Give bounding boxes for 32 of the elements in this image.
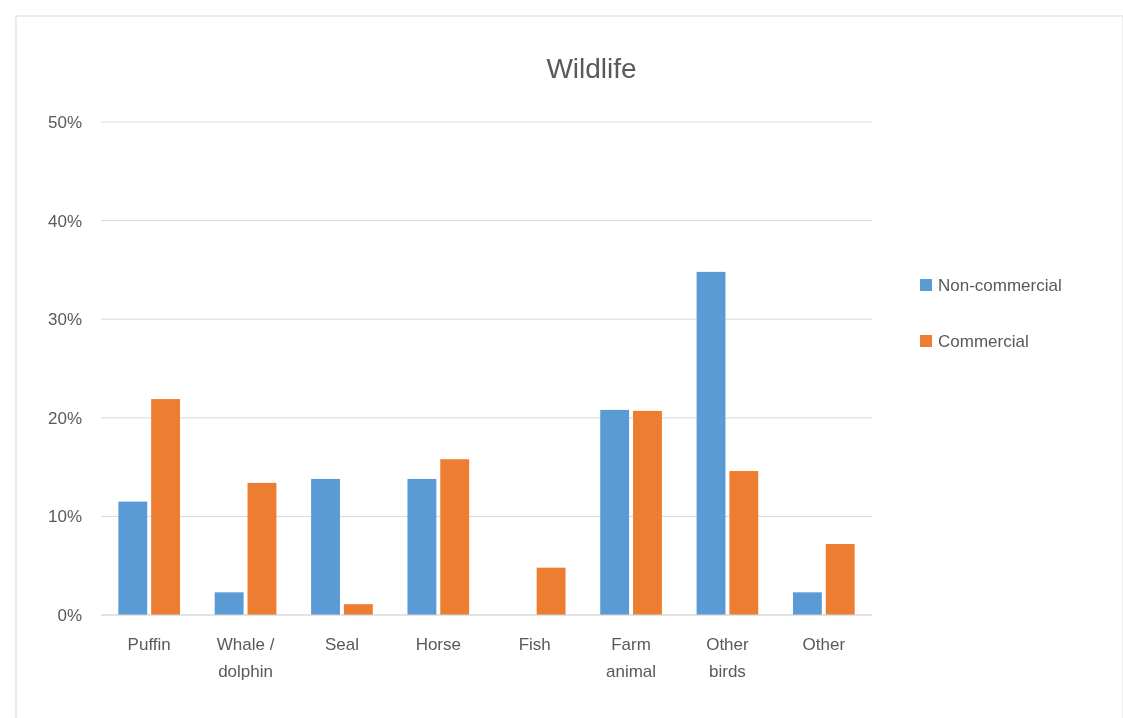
bar <box>118 501 148 615</box>
bar <box>792 592 822 615</box>
bar <box>600 409 630 615</box>
x-tick-label: Other birds <box>706 635 750 681</box>
y-tick-label: 40% <box>47 211 82 231</box>
bar <box>214 592 244 615</box>
bar <box>825 544 855 615</box>
chart-title: Wildlife <box>546 53 637 84</box>
legend-label: Commercial <box>938 331 1029 351</box>
bar <box>729 471 759 615</box>
legend-label: Non-commercial <box>938 275 1062 295</box>
bar <box>407 478 437 615</box>
y-tick-label: 20% <box>47 408 82 428</box>
x-tick-label: Seal <box>324 635 359 654</box>
x-tick-label: Whale / dolphin <box>216 635 275 681</box>
bar <box>633 410 662 615</box>
y-tick-label: 0% <box>57 605 82 625</box>
x-tick-label: Farm animal <box>606 635 657 681</box>
x-tick-label: Horse <box>415 635 461 654</box>
bar <box>311 478 340 615</box>
bar <box>151 399 181 615</box>
x-tick-label: Other <box>802 635 846 654</box>
bar <box>343 604 373 615</box>
y-tick-label: 50% <box>47 112 82 132</box>
y-tick-label: 10% <box>47 507 82 527</box>
bar <box>440 459 470 615</box>
y-tick-label: 30% <box>47 310 82 330</box>
x-tick-label: Puffin <box>127 635 171 654</box>
bar <box>247 482 277 615</box>
x-tick-label: Fish <box>518 635 551 654</box>
bar <box>536 567 566 615</box>
bar <box>696 271 726 615</box>
